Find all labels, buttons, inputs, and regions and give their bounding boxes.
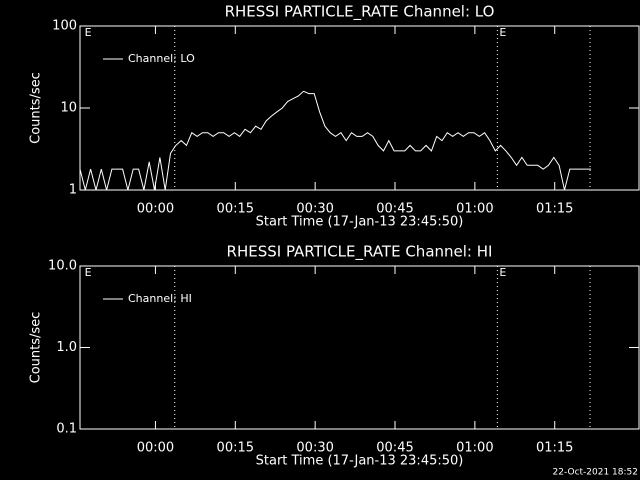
annotation: E xyxy=(85,26,92,39)
x-tick-label: 00:15 xyxy=(217,202,254,217)
x-axis-label: Start Time (17-Jan-13 23:45:50) xyxy=(256,454,464,469)
y-tick-label: 1.0 xyxy=(56,340,77,355)
y-axis-label: Counts/sec xyxy=(29,312,44,384)
x-tick-label: 00:30 xyxy=(296,441,333,456)
footer: 22-Oct-2021 18:52 xyxy=(553,468,638,478)
y-tick-label: 100 xyxy=(52,19,77,34)
annotation: E xyxy=(499,266,506,279)
x-tick-label: 00:45 xyxy=(376,441,413,456)
chart-title: RHESSI PARTICLE_RATE Channel: LO xyxy=(225,3,495,22)
x-tick-label: 00:15 xyxy=(217,441,254,456)
x-tick-label: 00:00 xyxy=(137,202,174,217)
annotation: E xyxy=(499,26,506,39)
x-tick-label: 01:00 xyxy=(456,202,493,217)
x-tick-label: 00:45 xyxy=(376,202,413,217)
plot-frame xyxy=(79,25,640,191)
y-tick-label: 0.1 xyxy=(56,422,77,437)
y-axis-label: Counts/sec xyxy=(29,72,44,144)
y-tick-label: 1 xyxy=(69,183,77,198)
x-tick-label: 01:15 xyxy=(536,441,573,456)
annotation: E xyxy=(85,266,92,279)
x-tick-label: 01:15 xyxy=(536,202,573,217)
x-tick-label: 01:00 xyxy=(456,441,493,456)
x-tick-label: 00:00 xyxy=(137,441,174,456)
chart-title: RHESSI PARTICLE_RATE Channel: HI xyxy=(227,243,493,262)
legend-label: Channel: HI xyxy=(128,292,192,305)
plot-frame xyxy=(79,265,640,430)
y-tick-label: 10.0 xyxy=(48,259,77,274)
x-axis-label: Start Time (17-Jan-13 23:45:50) xyxy=(256,215,464,230)
legend-label: Channel: LO xyxy=(128,52,195,65)
x-tick-label: 00:30 xyxy=(296,202,333,217)
series-line xyxy=(79,90,592,191)
y-tick-label: 10 xyxy=(60,101,77,116)
